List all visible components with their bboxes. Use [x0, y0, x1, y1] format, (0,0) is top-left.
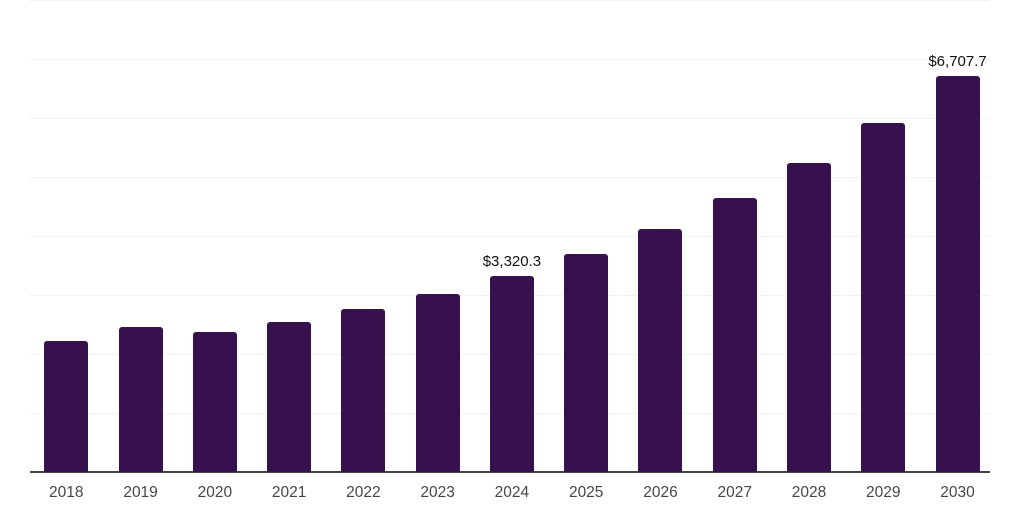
- gridline: [30, 236, 990, 237]
- bar-2021: [267, 322, 312, 472]
- gridline: [30, 177, 990, 178]
- gridline: [30, 118, 990, 119]
- bar-2027: [712, 198, 757, 472]
- value-label-2024: $3,320.3: [482, 253, 542, 271]
- bar-2022: [341, 309, 386, 472]
- x-tick-2023: 2023: [420, 484, 455, 501]
- bar-2024: [489, 276, 534, 472]
- bar-2019: [118, 326, 163, 472]
- bar-2025: [564, 254, 609, 472]
- x-tick-2030: 2030: [940, 484, 975, 501]
- x-axis-line: [30, 471, 990, 473]
- plot-area: $3,320.3 $6,707.7: [30, 0, 990, 473]
- x-tick-2019: 2019: [123, 484, 158, 501]
- x-tick-2029: 2029: [866, 484, 901, 501]
- gridline: [30, 0, 990, 1]
- x-tick-2022: 2022: [346, 484, 381, 501]
- bar-2028: [787, 163, 831, 472]
- value-label-2030: $6,707.7: [928, 53, 987, 71]
- x-tick-2018: 2018: [49, 484, 84, 501]
- bar-2026: [638, 229, 683, 472]
- x-tick-2028: 2028: [791, 484, 827, 501]
- bar-2029: [861, 122, 906, 472]
- bar-2023: [415, 294, 460, 472]
- x-tick-2024: 2024: [494, 484, 530, 501]
- x-tick-2026: 2026: [643, 484, 678, 501]
- x-tick-2020: 2020: [197, 484, 233, 501]
- gridline: [30, 59, 990, 60]
- x-tick-2027: 2027: [717, 484, 752, 501]
- bar-2020: [192, 331, 237, 472]
- x-tick-2025: 2025: [568, 484, 604, 501]
- bar-2030: [935, 76, 980, 472]
- bar-2018: [44, 340, 89, 472]
- x-tick-2021: 2021: [271, 484, 307, 501]
